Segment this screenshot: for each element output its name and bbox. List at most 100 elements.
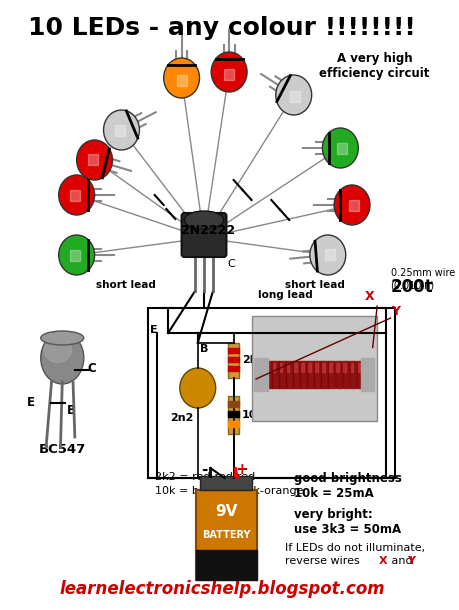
Text: 2n2: 2n2 (169, 413, 193, 423)
FancyBboxPatch shape (181, 213, 226, 257)
Bar (321, 361, 327, 389)
Bar (343, 363, 345, 373)
Text: BATTERY: BATTERY (202, 530, 250, 540)
Text: 10k = brown-black-orange: 10k = brown-black-orange (154, 486, 302, 496)
Text: B: B (67, 403, 76, 417)
Bar (196, 490, 257, 580)
Text: good brightness: good brightness (293, 472, 401, 485)
Bar (176, 74, 186, 85)
Bar (290, 90, 300, 101)
Text: C: C (227, 259, 235, 269)
Bar (357, 363, 359, 373)
Text: X: X (364, 290, 374, 303)
Bar (313, 361, 320, 389)
Text: B: B (200, 344, 208, 354)
Text: +: + (235, 462, 247, 477)
Text: A very high
efficiency circuit: A very high efficiency circuit (319, 52, 429, 80)
Bar (254, 358, 267, 392)
Bar (148, 308, 394, 478)
Bar (265, 363, 268, 373)
Bar (328, 361, 335, 389)
Text: Y: Y (390, 305, 399, 318)
Bar (335, 361, 341, 389)
Circle shape (333, 185, 369, 225)
Bar (115, 125, 124, 137)
Text: short lead: short lead (96, 280, 156, 290)
Bar (271, 361, 278, 389)
Text: 0.25mm wire
(0.010in): 0.25mm wire (0.010in) (390, 268, 454, 290)
Bar (228, 343, 239, 378)
Text: short lead: short lead (284, 280, 344, 290)
Circle shape (309, 235, 345, 275)
Bar (224, 68, 234, 79)
Bar (256, 363, 372, 386)
Text: E: E (27, 396, 35, 409)
Bar (342, 361, 348, 389)
Circle shape (179, 368, 215, 408)
Text: 10k = 25mA: 10k = 25mA (293, 487, 373, 500)
Text: C: C (87, 362, 96, 375)
Text: X: X (378, 556, 387, 566)
Bar (88, 154, 98, 165)
Bar (228, 411, 239, 417)
Text: 2k2: 2k2 (241, 355, 264, 365)
Ellipse shape (44, 337, 71, 362)
Bar (251, 316, 376, 421)
Bar (300, 361, 306, 389)
Text: use 3k3 = 50mA: use 3k3 = 50mA (293, 523, 400, 536)
Bar (308, 363, 310, 373)
Bar (228, 348, 239, 353)
Circle shape (163, 58, 199, 98)
Bar (279, 361, 285, 389)
Bar (314, 363, 317, 373)
Text: 200t: 200t (390, 278, 432, 296)
Bar (196, 550, 257, 580)
Circle shape (322, 128, 358, 168)
Text: 40t: 40t (255, 318, 274, 328)
Bar (336, 143, 347, 154)
Bar (228, 421, 239, 427)
Circle shape (211, 52, 246, 92)
Bar (301, 363, 303, 373)
Bar (356, 361, 363, 389)
Text: 10 LEDs - any colour !!!!!!!!: 10 LEDs - any colour !!!!!!!! (28, 16, 415, 40)
Bar (272, 363, 275, 373)
Text: very bright:: very bright: (293, 508, 372, 521)
Bar (292, 361, 299, 389)
Ellipse shape (184, 211, 223, 229)
Bar (280, 363, 282, 373)
Bar (228, 396, 239, 434)
Bar (322, 363, 324, 373)
Bar (286, 363, 289, 373)
Bar (360, 358, 374, 392)
Text: 10k: 10k (241, 410, 264, 420)
Bar (200, 476, 252, 490)
Text: 2N2222: 2N2222 (181, 223, 235, 237)
Bar (228, 366, 239, 371)
Text: 9V: 9V (215, 504, 237, 520)
Text: reverse wires: reverse wires (284, 556, 362, 566)
Bar (349, 361, 356, 389)
Bar (70, 190, 79, 201)
Circle shape (103, 110, 139, 150)
Text: and: and (387, 556, 415, 566)
Text: long lead: long lead (257, 290, 312, 300)
Bar (307, 361, 313, 389)
Bar (228, 357, 239, 362)
Ellipse shape (41, 332, 84, 384)
Bar (70, 249, 79, 260)
Bar (324, 249, 334, 260)
Circle shape (77, 140, 112, 180)
Text: BC547: BC547 (39, 443, 86, 456)
Bar (336, 363, 338, 373)
Text: -: - (201, 462, 207, 477)
Bar (293, 363, 296, 373)
Bar (228, 401, 239, 407)
Bar (285, 361, 292, 389)
Bar (329, 363, 331, 373)
Text: learnelectronicshelp.blogspot.com: learnelectronicshelp.blogspot.com (59, 580, 384, 598)
Bar (350, 363, 352, 373)
Circle shape (275, 75, 311, 115)
Bar (264, 361, 271, 389)
Text: 2k2 = red-red-red: 2k2 = red-red-red (154, 472, 254, 482)
